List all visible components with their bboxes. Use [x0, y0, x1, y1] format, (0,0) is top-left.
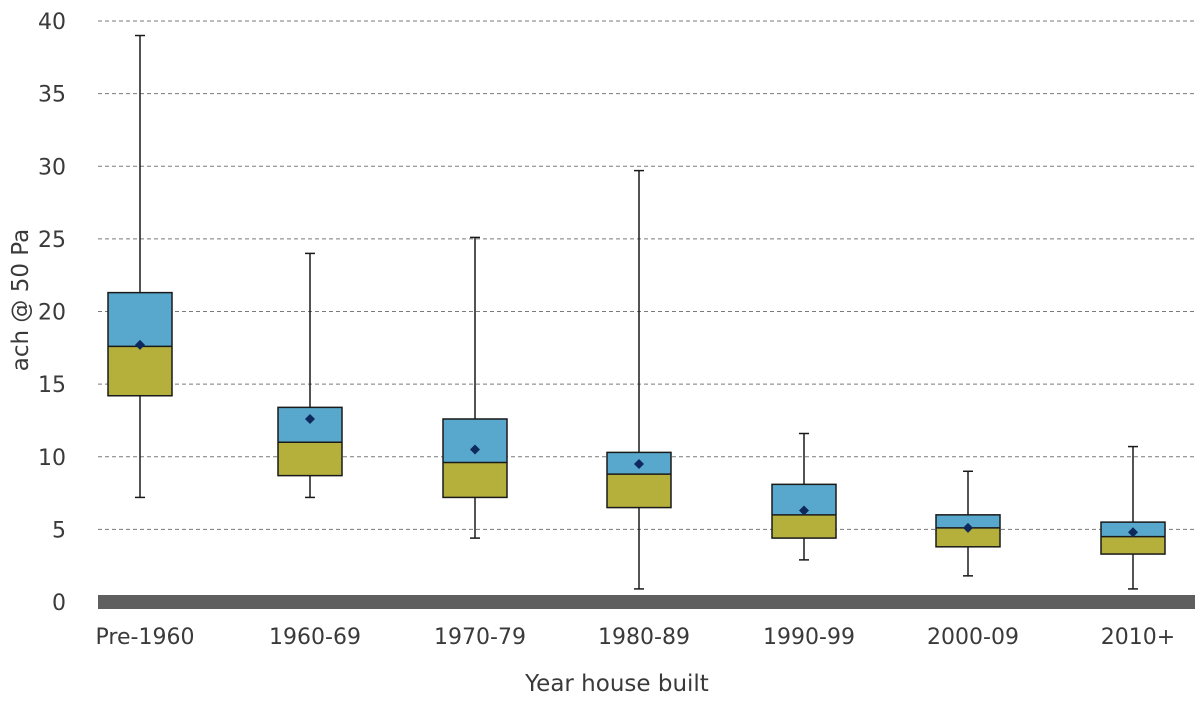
y-tick-label: 15 — [38, 373, 66, 398]
y-tick-label: 10 — [38, 446, 66, 471]
box-group — [935, 470, 1001, 577]
box-group — [606, 169, 672, 590]
x-tick-label: 2010+ — [1101, 625, 1175, 650]
lower-quartile-box — [607, 474, 671, 508]
upper-quartile-box — [443, 418, 507, 463]
x-tick-label: 1960-69 — [269, 625, 361, 650]
lower-quartile-box — [772, 514, 836, 539]
y-axis-title: ach @ 50 Pa — [8, 229, 34, 371]
mean-marker — [1128, 527, 1138, 538]
y-tick-label: 0 — [52, 591, 66, 616]
x-tick-labels: Pre-1960 1960-69 1970-79 1980-89 1990-99 2000… — [96, 625, 1176, 650]
mean-marker — [799, 505, 809, 516]
box-layer — [107, 34, 1166, 590]
box-group — [277, 252, 343, 499]
lower-quartile-box — [936, 527, 1000, 547]
mean-marker — [305, 413, 315, 424]
box-outline — [606, 451, 672, 509]
mean-marker — [963, 522, 973, 533]
upper-quartile-box — [108, 292, 172, 347]
x-tick-label: 1970-79 — [434, 625, 526, 650]
box-outline — [935, 514, 1001, 548]
box-outline — [442, 418, 508, 499]
x-tick-label: 2000-09 — [927, 625, 1019, 650]
x-tick-label: 1980-89 — [598, 625, 690, 650]
box-outline — [107, 291, 173, 397]
y-tick-label: 40 — [38, 10, 66, 35]
upper-quartile-box — [936, 514, 1000, 528]
x-axis-baseline — [98, 595, 1195, 609]
y-tick-label: 5 — [52, 518, 66, 543]
x-tick-label: Pre-1960 — [96, 625, 195, 650]
y-tick-label: 30 — [38, 155, 66, 180]
y-tick-labels: 0 5 10 15 20 25 30 35 40 — [38, 10, 66, 616]
lower-quartile-box — [108, 346, 172, 396]
x-axis-title: Year house built — [524, 671, 709, 697]
upper-quartile-box — [278, 407, 342, 443]
y-tick-label: 35 — [38, 83, 66, 108]
baseline-layer — [98, 595, 1195, 609]
box-outline — [1100, 521, 1166, 555]
lower-quartile-box — [1101, 536, 1165, 555]
mean-marker — [135, 339, 145, 350]
mean-marker — [470, 444, 480, 455]
x-tick-label: 1990-99 — [763, 625, 855, 650]
mean-marker — [634, 459, 644, 470]
y-tick-label: 20 — [38, 301, 66, 326]
lower-quartile-box — [278, 442, 342, 476]
lower-quartile-box — [443, 462, 507, 498]
box-group — [771, 432, 837, 561]
box-outline — [771, 483, 837, 539]
y-tick-label: 25 — [38, 228, 66, 253]
box-group — [107, 34, 173, 499]
box-group — [442, 236, 508, 539]
box-group — [1100, 445, 1166, 590]
